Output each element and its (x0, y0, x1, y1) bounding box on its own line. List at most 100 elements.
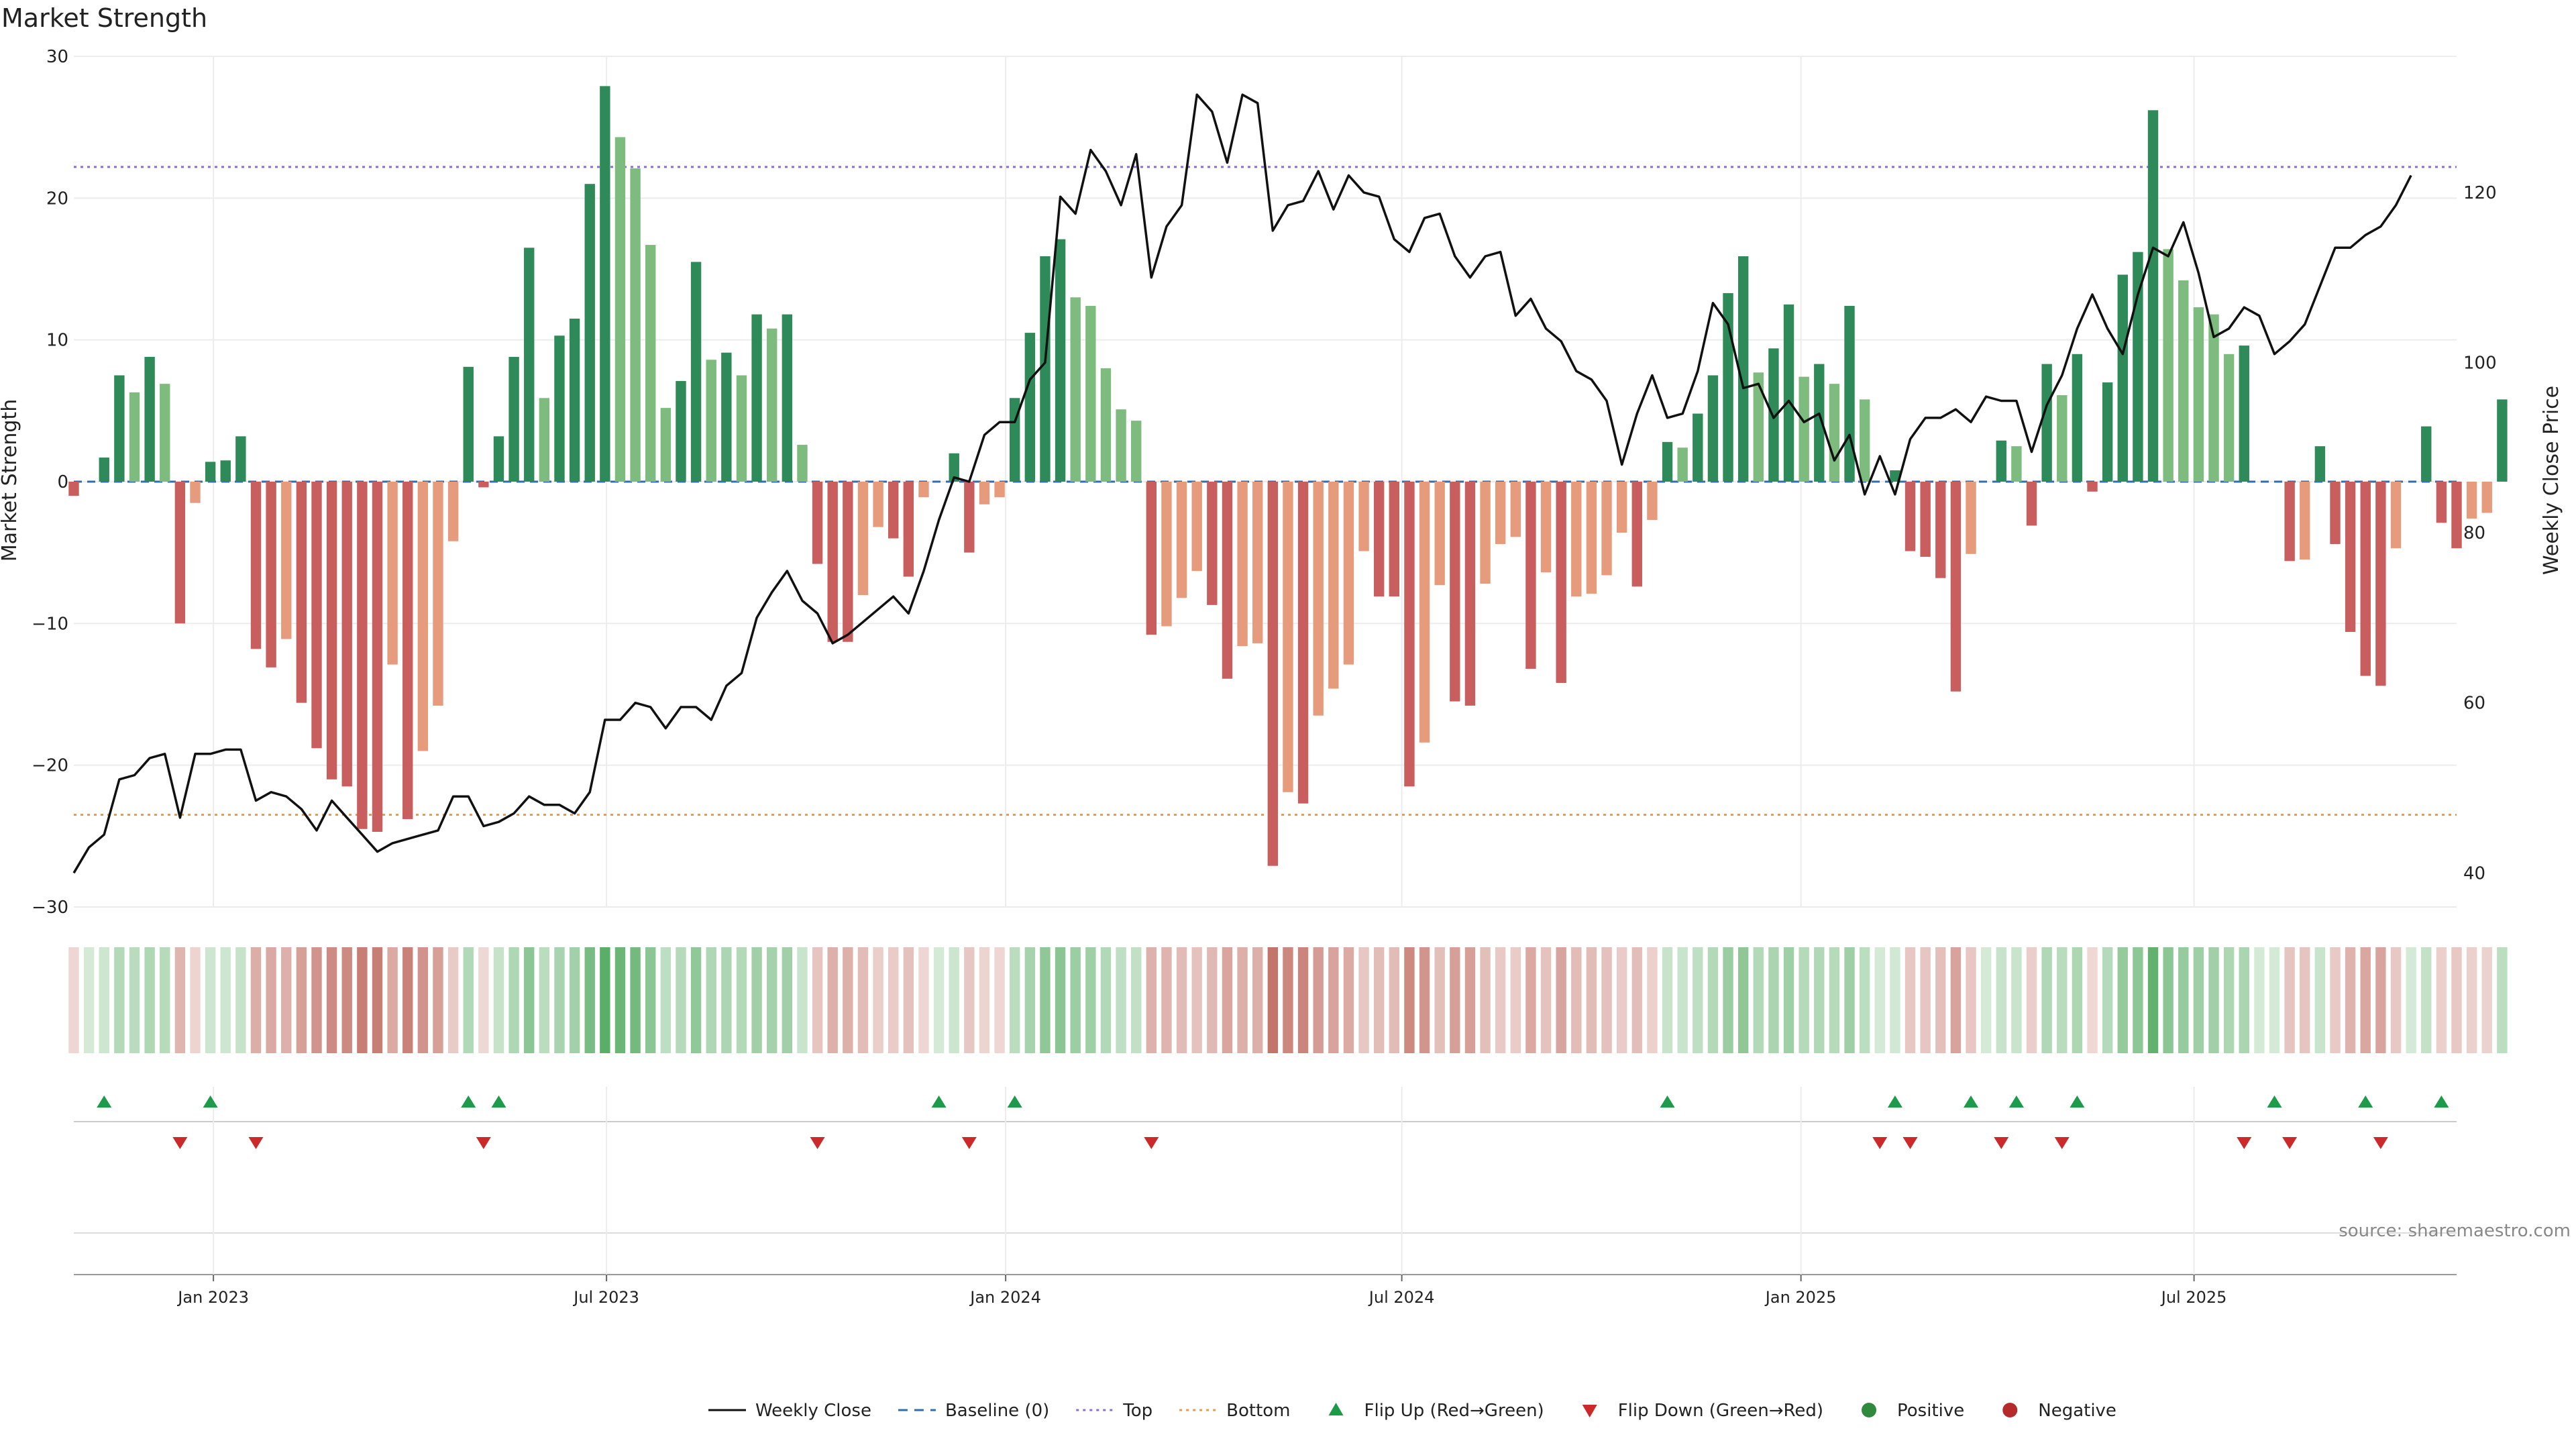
x-tick-label: Jul 2023 (572, 1288, 639, 1307)
strength-bar (478, 482, 489, 488)
strength-bar (2087, 482, 2098, 492)
strength-bar (1131, 421, 1142, 482)
strip-cell (190, 947, 201, 1053)
x-tick-label: Jan 2023 (176, 1288, 249, 1307)
strength-bar (1480, 482, 1491, 584)
strength-bar (1040, 256, 1051, 482)
strength-bar (281, 482, 292, 639)
strength-bar (1631, 482, 1642, 587)
strip-cell (357, 947, 368, 1053)
legend: Weekly Close Baseline (0) Top Bottom Flip Up… (708, 1401, 2116, 1421)
strength-bar (2314, 446, 2326, 482)
strip-cell (2360, 947, 2371, 1053)
strip-cell (1693, 947, 1703, 1053)
strength-bar (751, 314, 762, 482)
strength-bar (676, 380, 686, 482)
y-tick-label: 20 (46, 189, 68, 209)
strength-bar (2193, 307, 2204, 482)
legend-circle-icon (2002, 1403, 2018, 1417)
strength-bar (539, 398, 550, 482)
y-tick-label: 10 (46, 331, 68, 351)
strength-bar (660, 408, 672, 482)
strength-bar (1723, 292, 1733, 482)
strip-cell (1024, 947, 1036, 1053)
strength-bar (1283, 482, 1293, 792)
strip-cell (1252, 947, 1263, 1053)
y2-tick-label: 80 (2463, 523, 2485, 543)
strip-cell (2466, 947, 2477, 1053)
strength-bar (1358, 482, 1369, 551)
strip-cell (2345, 947, 2356, 1053)
strip-cell (1480, 947, 1491, 1053)
strength-bar (979, 482, 990, 504)
strip-cell (2269, 947, 2280, 1053)
strip-cell (1980, 947, 1992, 1053)
strength-bar (2300, 482, 2310, 560)
strip-cell (2284, 947, 2295, 1053)
y2-tick-label: 100 (2463, 353, 2497, 373)
strip-cell (508, 947, 519, 1053)
strength-bar (433, 482, 443, 706)
chart-title: Market Strength (1, 3, 207, 33)
strip-cell (676, 947, 686, 1053)
strip-cell (1601, 947, 1612, 1053)
strength-bar (326, 482, 337, 780)
strip-cell (751, 947, 762, 1053)
strip-cell (447, 947, 459, 1053)
strip-cell (888, 947, 899, 1053)
strip-cell (797, 947, 808, 1053)
strength-bar (1495, 482, 1506, 544)
strip-cell (114, 947, 125, 1053)
strip-cell (2451, 947, 2462, 1053)
strength-bar (2451, 482, 2462, 549)
strip-cell (1540, 947, 1552, 1053)
strength-bar (266, 482, 276, 667)
strength-bar (1662, 441, 1673, 482)
strength-bar (2026, 482, 2037, 526)
strength-bar (2497, 399, 2508, 482)
strip-cell (68, 947, 79, 1053)
strip-cell (2223, 947, 2235, 1053)
strip-cell (1844, 947, 1855, 1053)
strength-bar (1450, 482, 1460, 702)
y2-tick-label: 60 (2463, 694, 2485, 714)
strength-bar (1829, 384, 1840, 482)
strip-cell (873, 947, 883, 1053)
x-tick-label: Jul 2024 (1368, 1288, 1435, 1307)
strength-bar (554, 335, 565, 482)
flip-up-marker (2267, 1095, 2282, 1108)
strip-cell (2163, 947, 2174, 1053)
strength-bar (114, 375, 125, 482)
strength-bar (1191, 482, 1202, 572)
strength-bar (190, 482, 201, 503)
strip-cell (554, 947, 565, 1053)
reference-lines (74, 166, 2457, 816)
flip-down-marker (248, 1137, 264, 1149)
legend-item: Flip Down (Green→Red) (1582, 1401, 1823, 1421)
flip-down-marker (2237, 1137, 2252, 1149)
strength-bar (2011, 446, 2022, 482)
flip-up-marker (2358, 1095, 2373, 1108)
strip-cell (144, 947, 155, 1053)
strip-cell (99, 947, 109, 1053)
strip-cell (1161, 947, 1172, 1053)
strip-cell (690, 947, 702, 1053)
flip-down-marker (1872, 1137, 1888, 1149)
strip-cell (1814, 947, 1825, 1053)
strength-bar (949, 453, 959, 482)
strip-cell (1510, 947, 1521, 1053)
strength-bar (1024, 333, 1036, 482)
heatmap-strip (68, 947, 2508, 1053)
strip-cell (2436, 947, 2447, 1053)
strength-bar (1571, 482, 1582, 597)
strength-bar (2223, 354, 2235, 482)
strength-bar (129, 392, 140, 482)
gridlines (74, 56, 2457, 908)
strip-cell (918, 947, 929, 1053)
strip-cell (994, 947, 1005, 1053)
strength-bar (2330, 482, 2341, 544)
strip-cell (250, 947, 262, 1053)
strength-bar (1267, 482, 1279, 866)
strip-cell (1434, 947, 1445, 1053)
flip-down-marker (172, 1137, 188, 1149)
